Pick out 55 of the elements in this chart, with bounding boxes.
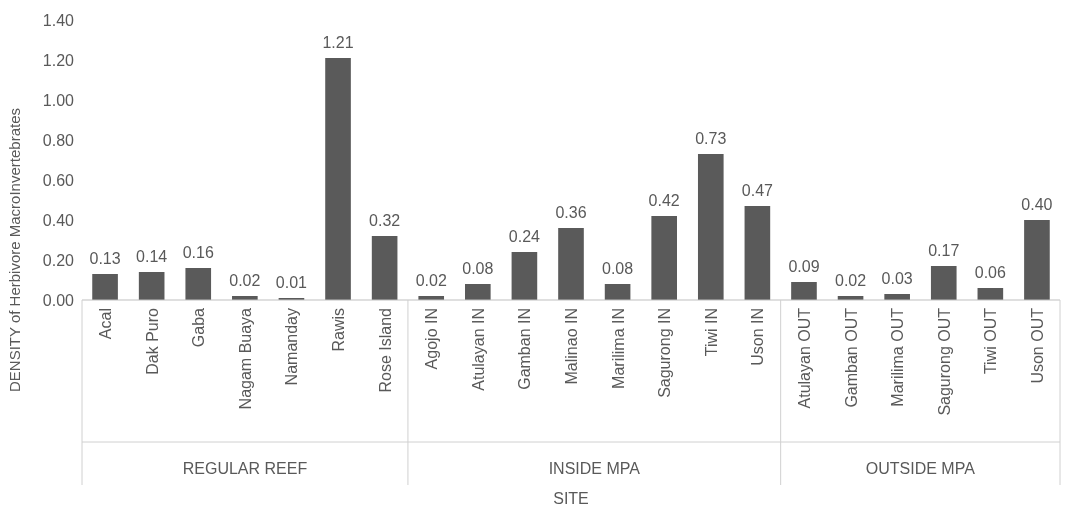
y-tick-label: 1.20: [42, 51, 75, 69]
x-tick-label: Rawis: [330, 308, 348, 352]
x-tick-label: Marilima IN: [609, 308, 627, 389]
y-axis-title: DENSITY of Herbivore MacroInvertebrates: [6, 108, 23, 392]
x-tick-label: Sagurong IN: [656, 308, 674, 398]
data-label: 0.06: [974, 264, 1007, 281]
y-tick-label: 0.60: [42, 171, 75, 189]
x-tick-label: Uson IN: [749, 308, 767, 366]
x-tick-label: Namanday: [283, 308, 301, 386]
x-tick-label: Acal: [97, 308, 115, 340]
y-tick-label: 0.40: [42, 211, 75, 229]
x-tick-label: Tiwi IN: [702, 308, 720, 357]
data-label: 0.24: [508, 228, 541, 245]
data-label: 0.36: [555, 204, 587, 221]
data-label: 0.14: [136, 248, 168, 265]
data-label: 0.42: [648, 192, 680, 209]
y-tick-label: 0.00: [42, 291, 75, 309]
x-tick-label: Malinao IN: [563, 308, 580, 385]
data-label: 0.01: [275, 274, 308, 291]
data-label: 0.73: [695, 130, 727, 147]
text: REGULAR REEF: [182, 460, 308, 477]
y-tick-label: 0.20: [42, 251, 75, 269]
y-tick-label: 1.00: [42, 91, 75, 109]
x-tick-label: Atulayan IN: [469, 308, 487, 391]
text: OUTSIDE MPA: [865, 460, 976, 477]
x-tick-label: Rose Island: [376, 308, 394, 393]
x-tick-label: Nagam Buaya: [236, 307, 254, 410]
data-label: 0.03: [881, 270, 913, 287]
x-tick-label: Marilima OUT: [889, 307, 907, 407]
x-axis-title: SITE: [553, 490, 589, 507]
data-label: 0.16: [182, 244, 214, 261]
data-label: 0.17: [928, 242, 960, 259]
data-label: 0.09: [788, 258, 820, 275]
y-tick-label: 0.80: [42, 131, 75, 149]
data-label: 0.32: [369, 212, 401, 229]
x-tick-label: Dak Puro: [143, 307, 161, 375]
data-label: 0.47: [741, 182, 774, 199]
x-tick-label: Atulayan OUT: [795, 307, 813, 409]
x-tick-label: Gamban OUT: [842, 307, 860, 408]
x-tick-label: Sagurong OUT: [935, 307, 953, 416]
x-tick-label: Tiwi OUT: [982, 307, 1000, 375]
x-tick-label: Agojo IN: [423, 308, 441, 370]
data-label: 0.08: [462, 260, 494, 277]
data-label: 0.02: [415, 272, 447, 289]
x-tick-label: Gamban IN: [516, 308, 534, 390]
data-label: 0.02: [229, 272, 261, 289]
x-tick-label: Gaba: [190, 307, 208, 348]
data-label: 0.08: [602, 260, 634, 277]
y-tick-label: 1.40: [42, 11, 75, 29]
data-label: 0.40: [1021, 196, 1053, 213]
x-tick-label: Uson OUT: [1028, 307, 1046, 384]
data-label: 0.13: [89, 250, 121, 267]
data-label: 1.21: [322, 34, 354, 51]
text: INSIDE MPA: [548, 460, 641, 477]
data-label: 0.02: [834, 272, 867, 289]
